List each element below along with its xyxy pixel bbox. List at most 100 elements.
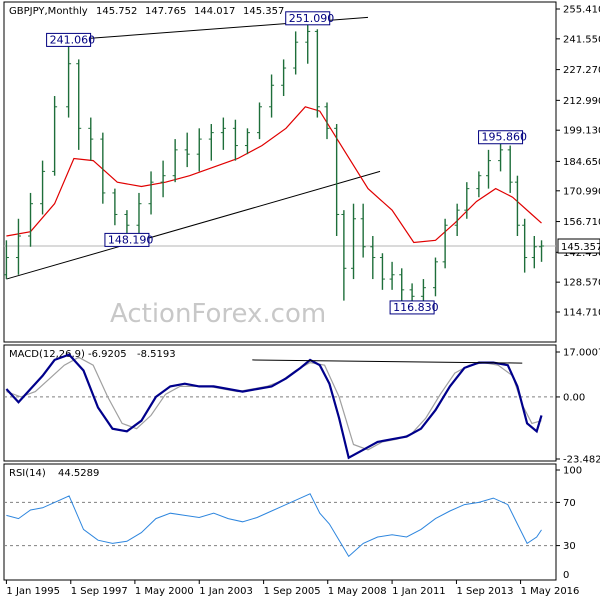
price-header-open: 145.752 (96, 6, 137, 17)
rsi-header-name: RSI(14) (9, 468, 46, 479)
ohlc-bar (112, 188, 118, 226)
price-trendline (6, 170, 381, 280)
price-y-tick-label: 255.410 (563, 5, 600, 16)
ohlc-bar (351, 203, 357, 280)
watermark: ActionForex.com (110, 299, 326, 329)
price-header-high: 147.765 (145, 6, 186, 17)
ohlc-bar (184, 132, 190, 168)
ohlc-bar (341, 210, 347, 301)
ohlc-bar (100, 132, 106, 204)
ohlc-bar (3, 240, 9, 280)
price-y-tick-label: 241.550 (563, 34, 600, 45)
rsi-header-value: 44.5289 (58, 468, 99, 479)
ohlc-bar (507, 145, 513, 193)
macd-header-value2: -8.5193 (137, 349, 176, 360)
current-price-label: 145.357 (561, 242, 600, 253)
ohlc-bar (539, 240, 545, 262)
rsi-y-tick-label: 100 (563, 466, 582, 477)
rsi-line (6, 493, 542, 558)
ohlc-bar (464, 182, 470, 219)
ohlc-bar (52, 96, 58, 176)
ohlc-bar (360, 203, 366, 258)
ohlc-bar (66, 39, 72, 118)
price-panel-frame (3, 1, 557, 343)
ohlc-bar (324, 102, 330, 140)
x-tick-label: 1 Sep 1997 (71, 586, 128, 597)
price-annotation-box (389, 300, 435, 315)
price-annotation-label: 241.060 (50, 33, 96, 46)
ohlc-bar (531, 236, 537, 269)
price-y-tick-label: 199.130 (563, 126, 600, 137)
price-annotation-box (104, 232, 150, 247)
ohlc-bar (232, 119, 238, 161)
ohlc-bar (160, 160, 166, 198)
moving-average-line (6, 106, 542, 244)
x-tick-label: 1 Sep 2005 (264, 586, 321, 597)
ohlc-bar (486, 149, 492, 189)
price-annotation-label: 116.830 (393, 301, 439, 314)
ohlc-bar (88, 117, 94, 161)
x-tick-label: 1 Jan 2003 (199, 586, 253, 597)
ohlc-bar (432, 257, 438, 297)
price-annotation-label: 195.860 (482, 131, 528, 144)
ohlc-bar (399, 268, 405, 301)
macd-header-value1: -6.9205 (88, 349, 127, 360)
x-tick-label: 1 May 2008 (328, 586, 387, 597)
ohlc-bar (208, 124, 214, 161)
ohlc-bar (454, 203, 460, 237)
x-tick-label: 1 Jan 1995 (6, 586, 60, 597)
ohlc-bar (15, 218, 21, 275)
ohlc-bar (220, 117, 226, 150)
rsi-y-tick-label: 30 (563, 541, 576, 552)
price-y-tick-label: 212.990 (563, 96, 600, 107)
macd-line (5, 353, 543, 460)
ohlc-bar (269, 74, 275, 118)
x-tick-label: 1 May 2000 (135, 586, 194, 597)
macd-y-tick-label: 17.0007 (563, 348, 600, 359)
ohlc-bar (476, 171, 482, 198)
price-header-symbol: GBPJPY,Monthly (9, 6, 88, 17)
price-y-tick-label: 184.650 (563, 157, 600, 168)
price-y-tick-label: 156.710 (563, 217, 600, 228)
ohlc-bar (40, 160, 46, 215)
rsi-panel-frame (3, 463, 557, 581)
ohlc-bar (28, 192, 34, 247)
ohlc-bar (196, 128, 202, 172)
current-price-box (557, 238, 600, 254)
ohlc-bar (257, 102, 263, 140)
rsi-y-tick-label: 0 (563, 570, 569, 581)
ohlc-bar (76, 59, 82, 150)
price-annotation-label: 251.090 (289, 12, 335, 25)
price-y-tick-label: 170.990 (563, 186, 600, 197)
macd-header-name: MACD(12,26,9) (9, 349, 85, 360)
price-annotation-box (478, 130, 524, 145)
price-annotation-box (46, 32, 92, 47)
ohlc-bar (305, 18, 311, 64)
ohlc-bar (314, 29, 320, 118)
price-header-close: 145.357 (243, 6, 284, 17)
ohlc-bar (244, 128, 250, 155)
ohlc-bar (370, 236, 376, 280)
x-tick-label: 1 May 2016 (521, 586, 580, 597)
ohlc-bar (293, 31, 299, 75)
ohlc-bar (281, 59, 287, 97)
ohlc-bar (442, 218, 448, 269)
macd-y-tick-label: -23.4823 (563, 455, 600, 466)
ohlc-bar (136, 192, 142, 237)
ohlc-bar (389, 261, 395, 290)
ohlc-bar (148, 171, 154, 215)
price-y-tick-label: 227.270 (563, 65, 600, 76)
ohlc-bar (172, 139, 178, 183)
price-y-tick-label: 114.710 (563, 308, 600, 319)
x-tick-label: 1 Jan 2011 (392, 586, 446, 597)
ohlc-bar (522, 218, 528, 273)
macd-trendline (252, 359, 523, 364)
ohlc-bar (514, 175, 520, 237)
ohlc-bar (334, 124, 340, 237)
macd-y-tick-label: 0.00 (563, 392, 585, 403)
rsi-y-tick-label: 70 (563, 498, 576, 509)
price-y-tick-label: 128.570 (563, 278, 600, 289)
ohlc-bar (379, 253, 385, 290)
price-annotation-label: 148.190 (108, 233, 154, 246)
